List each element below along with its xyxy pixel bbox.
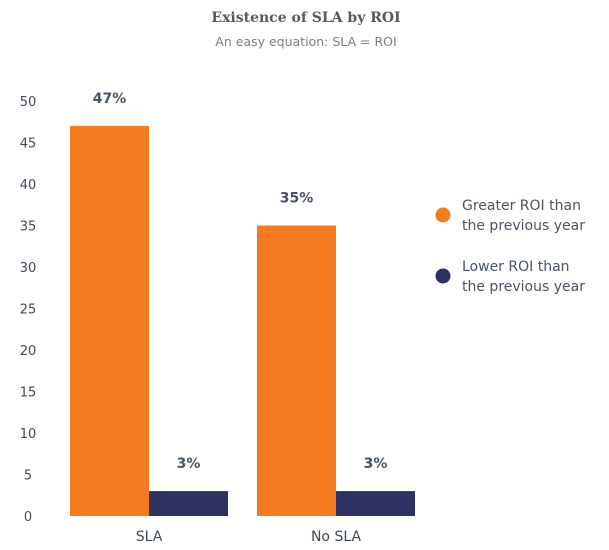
x-tick-label: SLA bbox=[136, 529, 163, 545]
bar bbox=[257, 225, 336, 516]
data-label: 47% bbox=[93, 91, 127, 107]
bar bbox=[149, 491, 228, 516]
legend: Greater ROI than the previous year Lower R… bbox=[435, 198, 585, 295]
legend-label: the previous year bbox=[462, 218, 585, 234]
legend-label: the previous year bbox=[462, 279, 585, 295]
y-tick-label: 30 bbox=[20, 261, 37, 276]
y-tick-label: 0 bbox=[24, 510, 32, 525]
chart-title: Existence of SLA by ROI bbox=[211, 10, 400, 26]
y-tick-label: 10 bbox=[20, 427, 37, 442]
legend-marker bbox=[435, 207, 451, 223]
x-axis: SLA No SLA bbox=[136, 529, 362, 545]
bars: 47% 3% 35% 3% bbox=[70, 91, 415, 517]
y-tick-label: 20 bbox=[20, 344, 37, 359]
y-tick-label: 40 bbox=[20, 178, 37, 193]
y-tick-label: 50 bbox=[20, 95, 37, 110]
y-tick-label: 25 bbox=[20, 303, 37, 318]
chart-subtitle: An easy equation: SLA = ROI bbox=[215, 34, 396, 49]
y-tick-label: 15 bbox=[20, 386, 37, 401]
data-label: 3% bbox=[177, 456, 201, 472]
data-label: 35% bbox=[280, 191, 314, 207]
x-tick-label: No SLA bbox=[311, 529, 361, 545]
legend-label: Greater ROI than bbox=[462, 198, 581, 214]
y-tick-label: 35 bbox=[20, 220, 37, 235]
y-tick-label: 45 bbox=[20, 137, 37, 152]
y-tick-label: 5 bbox=[24, 469, 32, 484]
y-axis: 0 5 10 15 20 25 30 35 40 45 50 bbox=[20, 95, 37, 525]
bar bbox=[70, 125, 149, 517]
data-label: 3% bbox=[364, 456, 388, 472]
legend-label: Lower ROI than bbox=[462, 259, 570, 275]
bar bbox=[336, 491, 415, 516]
legend-marker bbox=[435, 268, 451, 284]
